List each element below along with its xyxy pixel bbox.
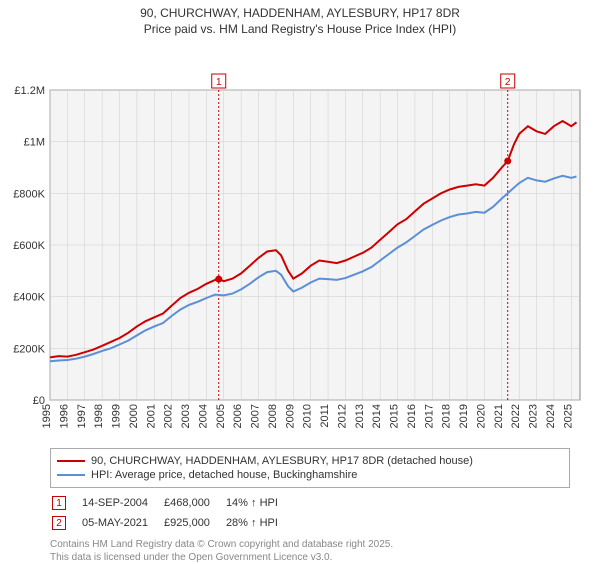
marker-badge-number: 1 bbox=[216, 77, 222, 88]
marker-pct: 28% ↑ HPI bbox=[226, 514, 292, 532]
x-tick-label: 2012 bbox=[336, 404, 348, 428]
marker-date: 05-MAY-2021 bbox=[82, 514, 162, 532]
y-tick-label: £1.2M bbox=[14, 85, 45, 97]
x-tick-label: 2020 bbox=[475, 404, 487, 428]
chart-title-line2: Price paid vs. HM Land Registry's House … bbox=[0, 22, 600, 42]
x-tick-label: 2016 bbox=[406, 404, 418, 428]
x-tick-label: 2010 bbox=[302, 404, 314, 428]
marker-badge-number: 2 bbox=[505, 77, 511, 88]
legend-item-price-paid: 90, CHURCHWAY, HADDENHAM, AYLESBURY, HP1… bbox=[57, 455, 563, 467]
x-tick-label: 2005 bbox=[215, 404, 227, 428]
y-tick-label: £600K bbox=[13, 240, 45, 252]
x-tick-label: 2001 bbox=[145, 404, 157, 428]
legend-swatch-price-paid bbox=[57, 460, 85, 462]
x-tick-label: 2014 bbox=[371, 404, 383, 428]
footer-line2: This data is licensed under the Open Gov… bbox=[50, 551, 570, 564]
x-tick-label: 2017 bbox=[423, 404, 435, 428]
x-tick-label: 2004 bbox=[197, 404, 209, 428]
x-tick-label: 2003 bbox=[180, 404, 192, 428]
marker-pct: 14% ↑ HPI bbox=[226, 494, 292, 512]
legend-swatch-hpi bbox=[57, 474, 85, 476]
chart-container: 12£0£200K£400K£600K£800K£1M£1.2M19951996… bbox=[0, 42, 600, 440]
y-tick-label: £800K bbox=[13, 188, 45, 200]
marker-row: 2 05-MAY-2021£925,00028% ↑ HPI bbox=[52, 514, 292, 532]
x-tick-label: 2022 bbox=[510, 404, 522, 428]
x-tick-label: 2024 bbox=[545, 404, 557, 428]
marker-badge-icon: 2 bbox=[52, 516, 66, 530]
legend-box: 90, CHURCHWAY, HADDENHAM, AYLESBURY, HP1… bbox=[50, 448, 570, 488]
footer-line1: Contains HM Land Registry data © Crown c… bbox=[50, 538, 570, 551]
x-tick-label: 1997 bbox=[76, 404, 88, 428]
x-tick-label: 2025 bbox=[562, 404, 574, 428]
x-tick-label: 2002 bbox=[163, 404, 175, 428]
x-tick-label: 2009 bbox=[284, 404, 296, 428]
x-tick-label: 2008 bbox=[267, 404, 279, 428]
x-tick-label: 1996 bbox=[58, 404, 70, 428]
legend-label-price-paid: 90, CHURCHWAY, HADDENHAM, AYLESBURY, HP1… bbox=[91, 455, 473, 467]
x-tick-label: 2006 bbox=[232, 404, 244, 428]
x-tick-label: 2015 bbox=[389, 404, 401, 428]
marker-badge-icon: 1 bbox=[52, 496, 66, 510]
x-tick-label: 2000 bbox=[128, 404, 140, 428]
x-tick-label: 1995 bbox=[41, 404, 53, 428]
marker-date: 14-SEP-2004 bbox=[82, 494, 162, 512]
x-tick-label: 1998 bbox=[93, 404, 105, 428]
x-tick-label: 2013 bbox=[354, 404, 366, 428]
marker-row: 1 14-SEP-2004£468,00014% ↑ HPI bbox=[52, 494, 292, 512]
legend-label-hpi: HPI: Average price, detached house, Buck… bbox=[91, 469, 357, 481]
chart-svg: 12£0£200K£400K£600K£800K£1M£1.2M19951996… bbox=[0, 42, 600, 440]
x-tick-label: 2011 bbox=[319, 404, 331, 428]
marker-price: £468,000 bbox=[164, 494, 224, 512]
y-tick-label: £1M bbox=[24, 137, 45, 149]
y-tick-label: £200K bbox=[13, 343, 45, 355]
legend-item-hpi: HPI: Average price, detached house, Buck… bbox=[57, 469, 563, 481]
marker-dot bbox=[504, 158, 511, 165]
y-tick-label: £400K bbox=[13, 292, 45, 304]
markers-table: 1 14-SEP-2004£468,00014% ↑ HPI 2 05-MAY-202… bbox=[50, 492, 294, 534]
x-tick-label: 2021 bbox=[493, 404, 505, 428]
marker-dot bbox=[215, 276, 222, 283]
x-tick-label: 2018 bbox=[441, 404, 453, 428]
marker-price: £925,000 bbox=[164, 514, 224, 532]
x-tick-label: 2019 bbox=[458, 404, 470, 428]
x-tick-label: 2023 bbox=[528, 404, 540, 428]
footer-attribution: Contains HM Land Registry data © Crown c… bbox=[50, 538, 570, 564]
x-tick-label: 2007 bbox=[250, 404, 262, 428]
x-tick-label: 1999 bbox=[111, 404, 123, 428]
chart-title-line1: 90, CHURCHWAY, HADDENHAM, AYLESBURY, HP1… bbox=[0, 0, 600, 22]
